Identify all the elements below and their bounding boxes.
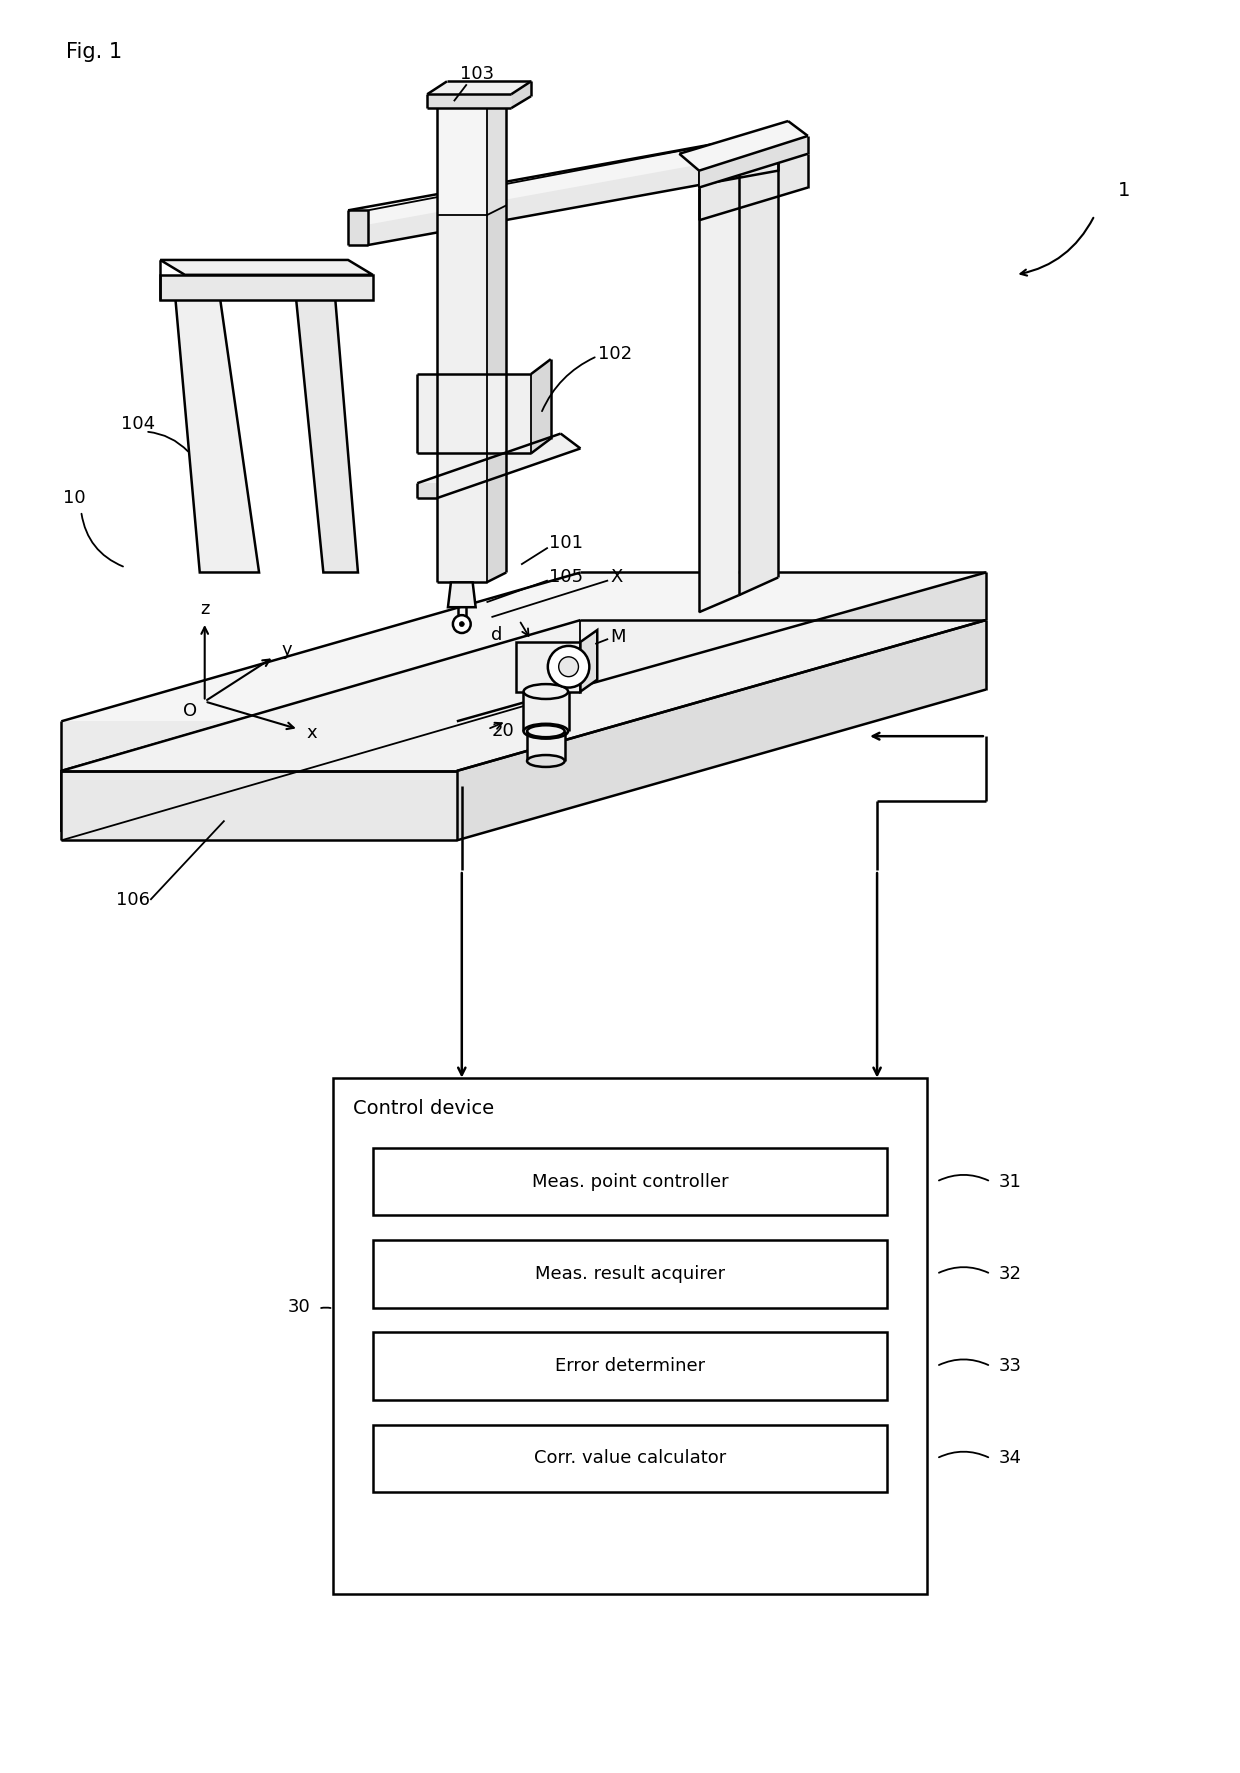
FancyArrowPatch shape [939,1175,988,1181]
Text: 20: 20 [491,722,515,739]
Polygon shape [61,622,986,830]
Text: X: X [610,569,622,587]
Ellipse shape [523,684,568,699]
Bar [373,1239,887,1308]
Polygon shape [527,730,564,761]
FancyArrowPatch shape [939,1268,988,1273]
Ellipse shape [527,755,564,768]
Text: 34: 34 [999,1450,1022,1468]
Polygon shape [680,121,808,170]
Bar [334,1078,926,1594]
Ellipse shape [527,725,564,738]
Text: Meas. result acquirer: Meas. result acquirer [534,1264,725,1284]
Polygon shape [511,82,531,108]
Polygon shape [428,82,531,94]
Text: y: y [281,640,293,660]
Polygon shape [523,691,569,730]
Text: z: z [200,601,210,619]
Text: 30: 30 [288,1298,310,1316]
Text: 101: 101 [549,534,583,551]
Text: O: O [182,702,197,720]
Text: Corr. value calculator: Corr. value calculator [533,1450,725,1468]
Text: 103: 103 [460,66,494,83]
Polygon shape [61,722,456,771]
Polygon shape [294,275,358,573]
Polygon shape [160,275,373,300]
Text: 102: 102 [598,346,632,363]
Bar [373,1333,887,1401]
Polygon shape [436,106,486,215]
Text: 1: 1 [1118,181,1131,200]
Polygon shape [699,154,739,612]
Polygon shape [456,621,986,840]
Polygon shape [348,154,779,245]
Ellipse shape [523,723,568,739]
FancyArrowPatch shape [939,1452,988,1457]
Polygon shape [456,573,986,771]
Polygon shape [418,360,551,454]
Text: x: x [306,723,316,743]
Polygon shape [418,434,580,498]
Text: 106: 106 [115,890,150,910]
Text: 32: 32 [999,1264,1022,1284]
FancyArrowPatch shape [542,358,595,411]
Text: d: d [491,626,502,644]
Polygon shape [486,94,506,215]
Text: 10: 10 [63,489,86,507]
Polygon shape [61,621,986,771]
Circle shape [459,622,464,626]
Bar [373,1425,887,1493]
Polygon shape [580,629,598,691]
Text: 33: 33 [999,1356,1022,1376]
Polygon shape [448,582,476,606]
Polygon shape [418,484,436,498]
Text: 105: 105 [549,569,583,587]
Text: 104: 104 [120,415,155,433]
Polygon shape [348,137,779,229]
Text: M: M [610,628,626,645]
Circle shape [559,656,579,677]
Text: Meas. point controller: Meas. point controller [532,1172,728,1191]
Polygon shape [739,137,779,596]
Polygon shape [436,215,486,582]
Text: Error determiner: Error determiner [554,1356,706,1376]
Polygon shape [61,771,456,840]
Text: 31: 31 [999,1172,1022,1191]
Text: Fig. 1: Fig. 1 [66,43,123,62]
Polygon shape [160,261,373,275]
FancyArrowPatch shape [939,1360,988,1365]
Polygon shape [699,154,808,220]
FancyArrowPatch shape [1021,218,1094,275]
Polygon shape [516,642,580,691]
Polygon shape [348,211,368,245]
FancyArrowPatch shape [148,433,188,452]
FancyArrowPatch shape [82,514,123,567]
Polygon shape [61,573,986,722]
Circle shape [548,645,589,688]
Polygon shape [531,360,551,454]
Text: Control device: Control device [353,1099,495,1117]
Polygon shape [428,94,511,108]
Polygon shape [175,294,259,573]
Polygon shape [699,137,808,188]
Polygon shape [486,206,506,582]
Circle shape [453,615,471,633]
Bar [373,1147,887,1216]
